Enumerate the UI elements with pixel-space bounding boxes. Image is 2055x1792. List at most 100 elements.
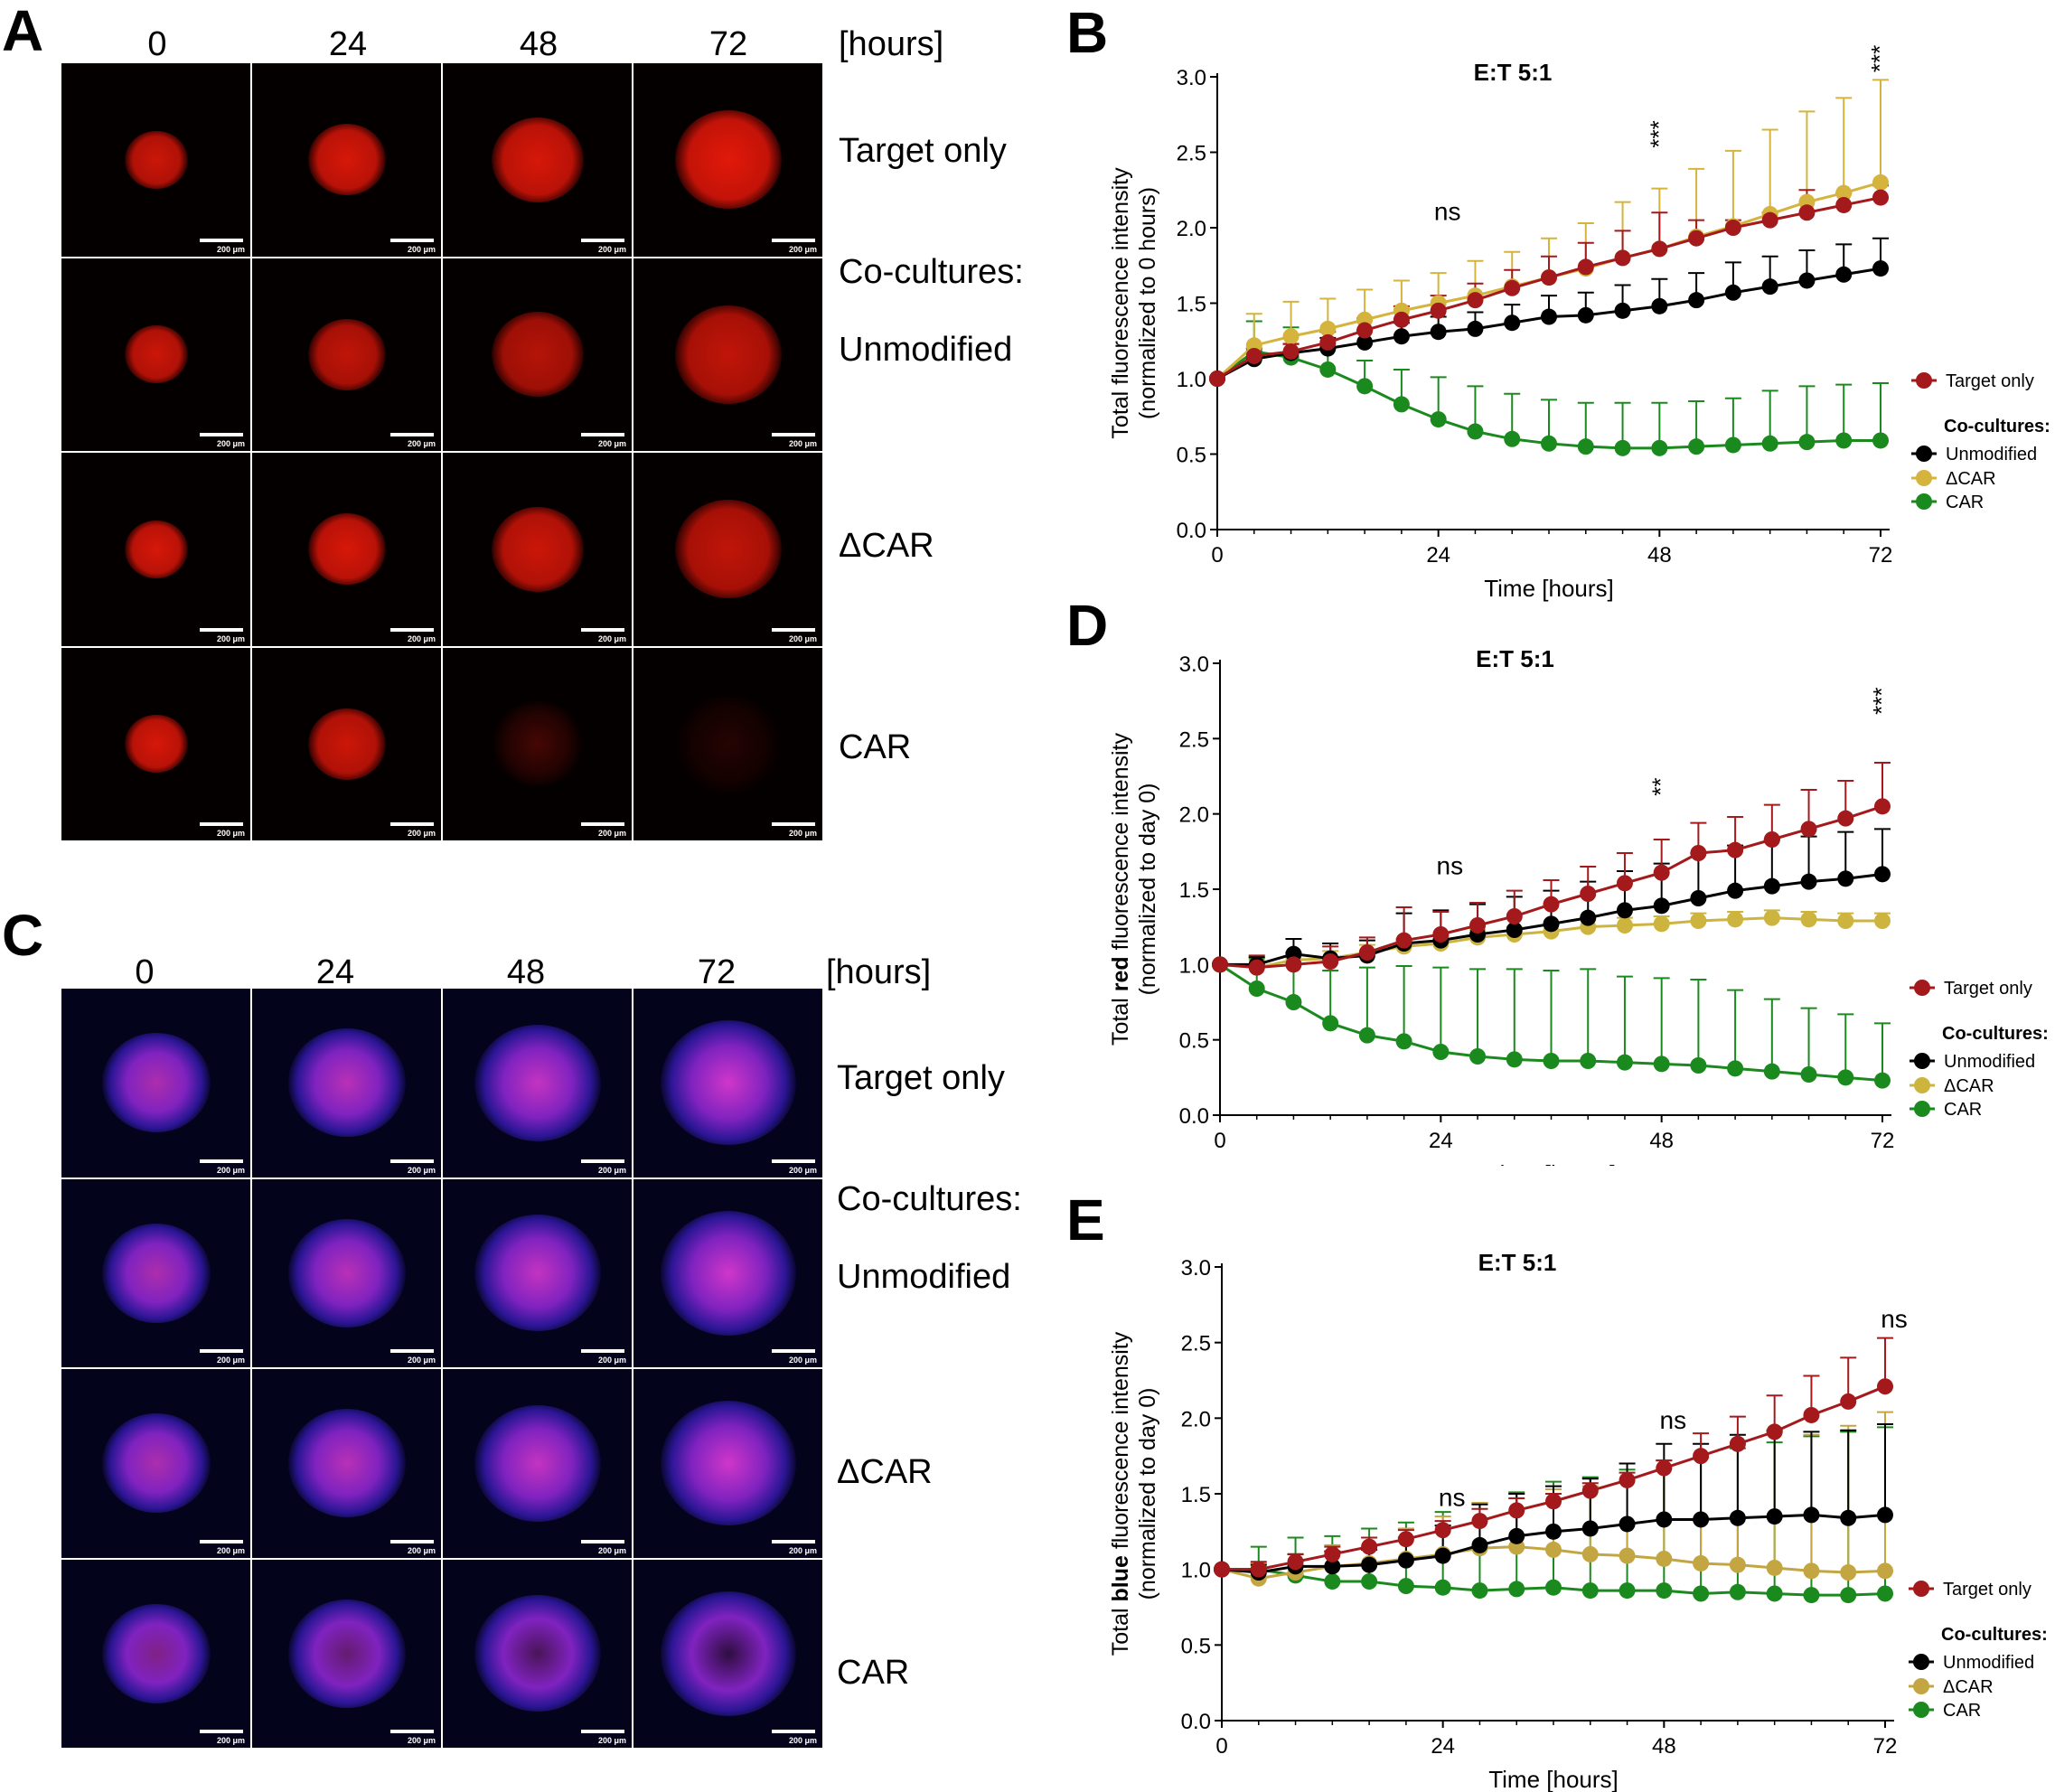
- point-dcar: [1872, 174, 1889, 191]
- point-car: [1580, 1053, 1597, 1069]
- point-target-only: [1766, 1423, 1783, 1440]
- scale-bar: [581, 1539, 624, 1543]
- spheroid: [474, 1024, 601, 1141]
- micrograph-a-unmodified-48h: 200 μm: [443, 258, 632, 451]
- point-unmodified: [1800, 873, 1817, 890]
- point-unmodified: [1471, 1536, 1488, 1553]
- scale-bar-label: 200 μm: [788, 439, 817, 448]
- point-target-only: [1434, 1522, 1451, 1539]
- series-line-target-only: [1216, 196, 1881, 380]
- legend-marker-target-only: [1913, 1581, 1929, 1597]
- point-car: [1324, 1573, 1341, 1590]
- micrograph-c-target-only-24h: 200 μm: [252, 989, 441, 1177]
- scale-bar-label: 200 μm: [597, 439, 626, 448]
- scale-bar: [390, 238, 434, 242]
- point-target-only: [1358, 944, 1375, 961]
- point-car: [1727, 1060, 1744, 1077]
- y-axis-label-post: fluorescence intensity: [1108, 732, 1133, 956]
- scale-bar-label: 200 μm: [788, 244, 817, 254]
- legend-label-car: CAR: [1946, 493, 1984, 512]
- point-car: [1361, 1573, 1378, 1590]
- point-car: [1577, 438, 1594, 455]
- scale-bar: [200, 1159, 243, 1163]
- point-target-only: [1651, 240, 1668, 258]
- micrograph-a-car-0h: 200 μm: [61, 647, 250, 840]
- legend-label-target-only: Target only: [1944, 979, 2032, 999]
- point-dcar: [1282, 328, 1300, 345]
- point-car: [1688, 438, 1705, 455]
- point-unmodified: [1651, 297, 1668, 314]
- chart-d: E:T 5:1 0.0 0.5 1.0 1.5 2.0 2.5 3.0 0 24 48 72 Time …: [1108, 645, 2049, 1166]
- scale-bar: [772, 238, 815, 242]
- legend-label-target-only: Target only: [1943, 1580, 2032, 1600]
- point-unmodified: [1580, 909, 1597, 926]
- scale-bar-label: 200 μm: [788, 829, 817, 838]
- spheroid: [287, 1218, 406, 1328]
- y-axis-label-line1: Total fluorescence intensity: [1108, 167, 1133, 439]
- micrograph-c-target-only-0h: 200 μm: [61, 989, 250, 1177]
- legend-label-dcar: ΔCAR: [1943, 1677, 1994, 1697]
- x-tick-label: 24: [1429, 1129, 1453, 1153]
- point-unmodified: [1430, 324, 1447, 341]
- col-head-0: 0: [147, 25, 167, 63]
- micrograph-c-dcar-0h: 200 μm: [61, 1369, 250, 1558]
- point-unmodified: [1837, 870, 1854, 887]
- scale-bar: [390, 1349, 434, 1353]
- scale-bar-label: 200 μm: [216, 1165, 245, 1175]
- point-unmodified: [1724, 284, 1741, 301]
- point-unmodified: [1614, 302, 1631, 319]
- significance-label: ns: [1881, 1305, 1908, 1333]
- scale-bar-label: 200 μm: [407, 439, 436, 448]
- point-unmodified: [1877, 1506, 1893, 1524]
- scale-bar: [772, 1539, 815, 1543]
- point-dcar: [1616, 917, 1633, 934]
- x-axis-label: Time [hours]: [1487, 1160, 1617, 1166]
- spheroid: [474, 1215, 601, 1332]
- point-target-only: [1504, 279, 1521, 296]
- scale-bar-label: 200 μm: [216, 244, 245, 254]
- micrograph-c-target-only-48h: 200 μm: [443, 989, 632, 1177]
- micrograph-c-dcar-72h: 200 μm: [633, 1369, 822, 1558]
- point-unmodified: [1688, 292, 1705, 309]
- scale-bar-label: 200 μm: [216, 1545, 245, 1555]
- point-car: [1322, 1015, 1339, 1032]
- point-target-only: [1287, 1553, 1304, 1571]
- micrograph-c-car-24h: 200 μm: [252, 1559, 441, 1748]
- point-car: [1395, 1033, 1412, 1050]
- hours-label: [hours]: [839, 25, 944, 63]
- point-target-only: [1763, 831, 1780, 848]
- point-unmodified: [1393, 328, 1410, 345]
- point-target-only: [1543, 896, 1560, 913]
- micrograph-c-car-48h: 200 μm: [443, 1559, 632, 1748]
- chart-title: E:T 5:1: [1476, 645, 1554, 672]
- point-dcar: [1877, 1562, 1893, 1580]
- row-label-target-only: Target only: [839, 132, 1007, 170]
- y-tick-label: 1.5: [1181, 1483, 1211, 1507]
- point-target-only: [1430, 302, 1447, 319]
- scale-bar-label: 200 μm: [407, 1356, 436, 1365]
- x-tick-label: 48: [1649, 1129, 1674, 1153]
- col-head-72: 72: [708, 25, 748, 63]
- micrograph-c-unmodified-0h: 200 μm: [61, 1178, 250, 1367]
- point-unmodified: [1361, 1556, 1378, 1573]
- point-car: [1656, 1582, 1673, 1600]
- point-dcar: [1837, 913, 1854, 929]
- scale-bar: [772, 627, 815, 632]
- col-head-c-72: 72: [697, 953, 737, 991]
- point-target-only: [1729, 1435, 1746, 1452]
- point-unmodified: [1504, 314, 1521, 332]
- y-tick-label: 0.5: [1179, 1029, 1209, 1054]
- point-target-only: [1761, 211, 1778, 229]
- micrograph-a-unmodified-72h: 200 μm: [633, 258, 822, 451]
- point-car: [1877, 1585, 1893, 1602]
- point-target-only: [1577, 258, 1594, 276]
- point-dcar: [1545, 1541, 1562, 1558]
- legend-label-dcar: ΔCAR: [1944, 1076, 1994, 1096]
- x-axis-label: Time [hours]: [1488, 1766, 1619, 1792]
- panel-letter-b: B: [1066, 0, 1109, 65]
- significance-label: ***: [1868, 687, 1895, 714]
- spheroid: [491, 506, 584, 592]
- point-unmodified: [1543, 915, 1560, 933]
- point-dcar: [1800, 911, 1817, 928]
- point-car: [1693, 1585, 1710, 1602]
